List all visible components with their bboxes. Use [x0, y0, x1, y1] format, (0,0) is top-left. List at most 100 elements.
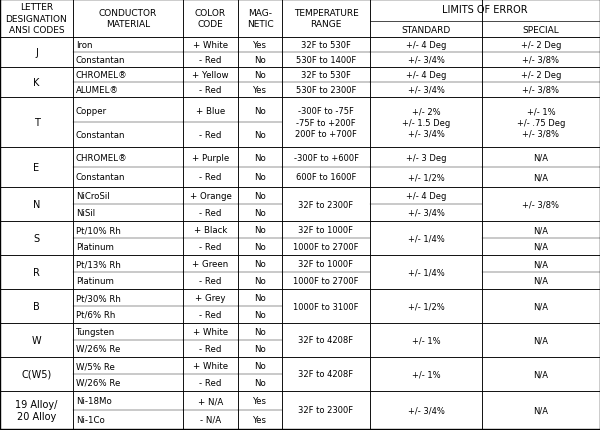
Text: +/- 2 Deg: +/- 2 Deg	[521, 71, 561, 80]
Text: 1000F to 3100F: 1000F to 3100F	[293, 302, 359, 311]
Text: +/- 1%
+/- .75 Deg
+/- 3/8%: +/- 1% +/- .75 Deg +/- 3/8%	[517, 107, 565, 138]
Bar	[183, 391, 238, 429]
Bar	[370, 98, 482, 147]
Bar	[282, 0, 370, 38]
Bar	[0, 323, 73, 357]
Text: 32F to 530F: 32F to 530F	[301, 41, 351, 50]
Text: + Purple: + Purple	[192, 154, 229, 163]
Text: 32F to 1000F: 32F to 1000F	[299, 226, 353, 235]
Bar	[238, 0, 282, 38]
Bar	[282, 38, 370, 68]
Text: 32F to 4208F: 32F to 4208F	[298, 370, 353, 379]
Bar	[282, 68, 370, 98]
Bar	[73, 0, 183, 38]
Text: J: J	[35, 48, 38, 58]
Text: + Yellow: + Yellow	[192, 71, 229, 80]
Text: No: No	[254, 71, 266, 80]
Bar	[370, 221, 482, 255]
Text: +/- 1/4%: +/- 1/4%	[407, 234, 445, 243]
Bar	[0, 357, 73, 391]
Text: N/A: N/A	[533, 242, 548, 251]
Text: CHROMEL®: CHROMEL®	[76, 154, 128, 163]
Bar	[183, 255, 238, 289]
Text: LIMITS OF ERROR: LIMITS OF ERROR	[442, 5, 528, 15]
Text: N/A: N/A	[533, 154, 548, 163]
Text: +/- 4 Deg: +/- 4 Deg	[406, 192, 446, 201]
Bar	[238, 187, 282, 221]
Bar	[282, 221, 370, 255]
Text: Yes: Yes	[253, 41, 267, 50]
Text: Platinum: Platinum	[76, 276, 114, 285]
Text: No: No	[254, 242, 266, 251]
Text: SPECIAL: SPECIAL	[523, 26, 559, 35]
Text: +/- 3/4%: +/- 3/4%	[407, 55, 445, 64]
Bar	[183, 147, 238, 187]
Text: 530F to 1400F: 530F to 1400F	[296, 55, 356, 64]
Text: Pt/30% Rh: Pt/30% Rh	[76, 294, 121, 303]
Text: Pt/13% Rh: Pt/13% Rh	[76, 260, 121, 269]
Text: W/5% Re: W/5% Re	[76, 362, 115, 371]
Text: Tungsten: Tungsten	[76, 328, 115, 337]
Text: +/- 1%: +/- 1%	[412, 336, 440, 345]
Text: N: N	[33, 200, 40, 209]
Bar	[370, 323, 482, 357]
Bar	[73, 323, 183, 357]
Bar	[370, 357, 482, 391]
Text: +/- 3/8%: +/- 3/8%	[523, 55, 560, 64]
Bar	[370, 38, 482, 68]
Bar	[183, 98, 238, 147]
Text: CONDUCTOR
MATERIAL: CONDUCTOR MATERIAL	[99, 9, 157, 29]
Text: Constantan: Constantan	[76, 55, 125, 64]
Text: + White: + White	[193, 362, 228, 371]
Text: R: R	[33, 267, 40, 277]
Text: 600F to 1600F: 600F to 1600F	[296, 173, 356, 182]
Bar	[73, 221, 183, 255]
Text: + White: + White	[193, 41, 228, 50]
Text: Yes: Yes	[253, 415, 267, 424]
Text: No: No	[254, 208, 266, 217]
Bar	[0, 38, 73, 68]
Text: - Red: - Red	[199, 173, 221, 182]
Text: No: No	[254, 378, 266, 387]
Text: No: No	[254, 310, 266, 319]
Bar	[282, 187, 370, 221]
Text: E: E	[34, 163, 40, 172]
Text: + Black: + Black	[194, 226, 227, 235]
Text: STANDARD: STANDARD	[401, 26, 451, 35]
Bar	[0, 68, 73, 98]
Bar	[183, 68, 238, 98]
Text: +/- 1/2%: +/- 1/2%	[407, 173, 445, 182]
Bar	[482, 98, 600, 147]
Bar	[0, 289, 73, 323]
Bar	[238, 147, 282, 187]
Bar	[0, 187, 73, 221]
Bar	[282, 357, 370, 391]
Text: 1000F to 2700F: 1000F to 2700F	[293, 242, 359, 251]
Bar	[282, 147, 370, 187]
Text: W/26% Re: W/26% Re	[76, 344, 121, 353]
Bar	[73, 38, 183, 68]
Bar	[183, 323, 238, 357]
Bar	[73, 187, 183, 221]
Text: No: No	[254, 276, 266, 285]
Bar	[183, 357, 238, 391]
Text: Pt/10% Rh: Pt/10% Rh	[76, 226, 121, 235]
Bar	[482, 0, 600, 38]
Text: +/- 3/4%: +/- 3/4%	[407, 86, 445, 95]
Text: Ni-18Mo: Ni-18Mo	[76, 396, 112, 405]
Text: + N/A: + N/A	[198, 396, 223, 405]
Bar	[482, 391, 600, 429]
Bar	[282, 255, 370, 289]
Text: NiSil: NiSil	[76, 208, 95, 217]
Text: ALUMEL®: ALUMEL®	[76, 86, 119, 95]
Bar	[482, 68, 600, 98]
Text: - N/A: - N/A	[200, 415, 221, 424]
Bar	[238, 289, 282, 323]
Bar	[238, 391, 282, 429]
Text: No: No	[254, 55, 266, 64]
Bar	[482, 323, 600, 357]
Text: W: W	[32, 335, 41, 345]
Text: LETTER
DESIGNATION
ANSI CODES: LETTER DESIGNATION ANSI CODES	[5, 3, 67, 34]
Bar	[370, 147, 482, 187]
Bar	[370, 187, 482, 221]
